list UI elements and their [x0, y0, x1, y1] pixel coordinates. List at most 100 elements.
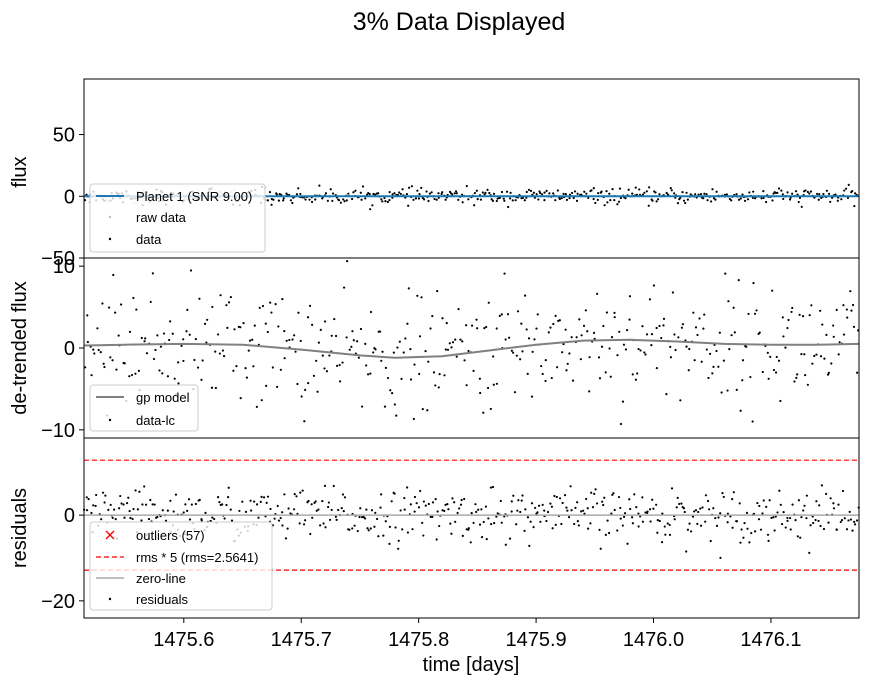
data-lc-point	[850, 309, 853, 312]
data-lc-point	[196, 366, 200, 369]
residual-point	[281, 524, 284, 527]
data-lc-point	[613, 316, 616, 319]
data-lc-point	[159, 345, 163, 348]
data-lc-point	[582, 324, 586, 327]
residual-point	[780, 522, 784, 526]
data-lc-point	[235, 364, 238, 368]
residual-point	[161, 509, 164, 512]
legend-label-raw-data: raw data	[136, 210, 187, 225]
residual-point	[470, 511, 473, 515]
data-lc-point	[492, 383, 495, 386]
data-point	[709, 200, 713, 203]
residual-point	[598, 528, 601, 531]
data-lc-point	[745, 345, 748, 348]
data-lc-point	[782, 335, 785, 338]
legend-label-zero-line: zero-line	[136, 571, 186, 586]
residual-point	[225, 503, 228, 507]
data-point	[538, 190, 541, 193]
data-point	[753, 197, 757, 200]
data-point	[634, 186, 637, 189]
data-lc-point	[470, 324, 474, 327]
data-lc-point	[540, 364, 543, 368]
residual-point	[603, 496, 606, 499]
residual-point	[752, 512, 756, 515]
data-point	[762, 190, 765, 193]
data-point	[791, 192, 794, 195]
data-point	[665, 191, 668, 195]
residual-point	[802, 509, 805, 512]
residual-point	[304, 519, 307, 522]
residual-point	[644, 511, 647, 514]
residual-point	[467, 527, 470, 530]
residual-point	[229, 508, 232, 511]
residual-point	[694, 509, 698, 512]
data-lc-point	[346, 260, 349, 263]
data-lc-point	[503, 272, 506, 275]
residual-point	[211, 516, 214, 519]
data-point	[525, 190, 528, 194]
residual-point	[380, 493, 383, 496]
data-lc-point	[852, 325, 856, 329]
data-lc-point	[291, 338, 294, 341]
data-lc-point	[431, 314, 434, 318]
residual-point	[463, 497, 466, 501]
data-lc-point	[513, 391, 517, 394]
data-lc-point	[616, 354, 619, 357]
residual-point	[441, 509, 444, 512]
data-lc-point	[717, 365, 720, 368]
residual-point	[719, 556, 722, 560]
data-point	[454, 190, 458, 193]
residual-point	[817, 519, 820, 523]
data-lc-point	[255, 405, 258, 408]
residual-point	[746, 527, 749, 530]
data-lc-point	[541, 372, 544, 376]
residual-point	[273, 517, 276, 520]
residual-point	[843, 517, 846, 520]
data-point	[682, 199, 686, 202]
data-point	[764, 200, 768, 204]
residual-point	[493, 521, 496, 525]
data-lc-point	[461, 340, 464, 343]
data-lc-point	[177, 382, 180, 385]
data-point	[808, 192, 811, 195]
data-lc-point	[730, 334, 733, 337]
residual-point	[447, 508, 450, 511]
data-lc-point	[366, 373, 370, 376]
data-lc-point	[359, 327, 363, 331]
data-lc-point	[801, 315, 805, 318]
data-lc-point	[767, 377, 770, 380]
data-point	[608, 192, 611, 195]
residual-point	[434, 498, 437, 501]
data-point	[735, 193, 738, 196]
data-lc-point	[248, 339, 252, 342]
data-lc-point	[552, 322, 555, 326]
residual-point	[587, 527, 590, 530]
data-lc-point	[374, 348, 377, 351]
data-lc-point	[660, 336, 663, 340]
residual-point	[652, 507, 655, 510]
data-point	[326, 199, 329, 202]
residual-point	[128, 509, 131, 513]
data-lc-point	[554, 314, 557, 318]
data-lc-point	[97, 348, 100, 352]
data-lc-point	[285, 339, 288, 342]
residual-point	[204, 511, 207, 514]
residual-point	[808, 551, 811, 554]
residual-point	[732, 491, 735, 494]
residual-point	[489, 486, 492, 489]
data-point	[304, 198, 307, 201]
residual-point	[265, 501, 268, 504]
data-point	[373, 193, 377, 196]
data-lc-point	[218, 352, 221, 355]
data-point	[748, 191, 751, 194]
data-lc-point	[135, 308, 138, 311]
data-lc-point	[229, 295, 232, 299]
data-lc-point	[467, 349, 470, 353]
residual-point	[853, 520, 856, 524]
residual-point	[845, 528, 849, 531]
data-lc-point	[117, 334, 120, 337]
data-lc-point	[752, 281, 755, 285]
residual-point	[474, 503, 477, 506]
residual-point	[375, 517, 379, 521]
residual-point	[477, 508, 480, 511]
